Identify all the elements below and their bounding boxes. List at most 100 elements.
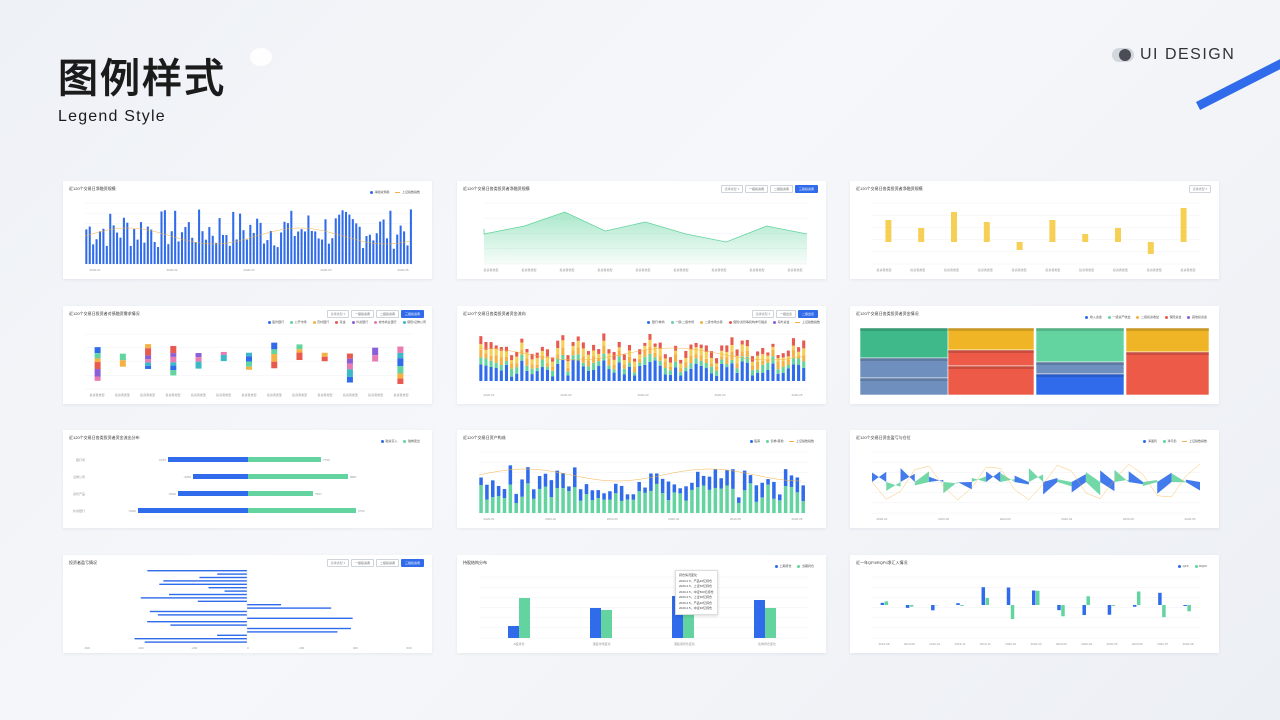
bar-segment[interactable] <box>584 494 589 513</box>
bar-segment[interactable] <box>725 364 729 368</box>
bar-segment[interactable] <box>578 489 583 501</box>
bar-segment[interactable] <box>597 357 601 362</box>
bar-segment[interactable] <box>540 367 544 381</box>
bar[interactable] <box>293 236 296 264</box>
bar-segment[interactable] <box>648 353 652 362</box>
bar-segment[interactable] <box>170 345 177 354</box>
bar-segment[interactable] <box>499 347 503 351</box>
bar-segment[interactable] <box>581 342 585 349</box>
bar-segment[interactable] <box>684 500 688 513</box>
bar-segment[interactable] <box>494 362 498 368</box>
bar-segment[interactable] <box>556 348 560 355</box>
bar-segment[interactable] <box>617 362 621 381</box>
bar-segment[interactable] <box>776 361 780 370</box>
bar-segment[interactable] <box>709 363 713 367</box>
bar[interactable] <box>379 221 382 264</box>
legend-item[interactable]: 债券/其他 <box>766 439 783 443</box>
bar-segment[interactable] <box>745 350 749 357</box>
bar[interactable] <box>1082 234 1089 242</box>
bar-segment[interactable] <box>701 485 706 513</box>
bar-segment[interactable] <box>699 360 703 366</box>
bar-segment[interactable] <box>648 334 652 340</box>
bar-segment[interactable] <box>745 362 749 381</box>
bar[interactable] <box>217 634 247 636</box>
bar-segment[interactable] <box>571 342 575 346</box>
bar[interactable] <box>1187 605 1191 612</box>
bar-segment[interactable] <box>766 355 770 360</box>
bar[interactable] <box>341 210 344 264</box>
bar-segment[interactable] <box>791 350 795 358</box>
bar[interactable] <box>157 246 160 264</box>
bar[interactable] <box>228 245 231 264</box>
bar[interactable] <box>163 210 166 264</box>
bar-segment[interactable] <box>484 358 488 366</box>
bar-segment[interactable] <box>602 499 606 513</box>
bar-segment[interactable] <box>689 344 693 350</box>
bar-segment[interactable] <box>627 350 631 357</box>
bar-segment[interactable] <box>772 498 776 513</box>
bar-segment[interactable] <box>561 355 565 360</box>
bar-segment[interactable] <box>771 343 775 347</box>
bar-segment[interactable] <box>576 347 580 355</box>
bar-segment[interactable] <box>397 346 404 353</box>
bar-segment[interactable] <box>674 354 678 362</box>
bar-segment[interactable] <box>545 349 549 357</box>
bar-segment[interactable] <box>658 360 662 366</box>
bar-segment[interactable] <box>699 348 703 356</box>
bar-segment[interactable] <box>802 348 806 356</box>
bar-segment[interactable] <box>586 354 590 361</box>
bar-segment[interactable] <box>614 493 618 513</box>
bar[interactable] <box>177 241 180 264</box>
bar-segment[interactable] <box>590 500 595 513</box>
bar[interactable] <box>358 226 361 264</box>
type-select[interactable]: 选择类型 ▾ <box>326 559 349 567</box>
bar-segment[interactable] <box>607 365 611 370</box>
bar-segment[interactable] <box>576 336 580 341</box>
bar-left[interactable] <box>178 491 248 496</box>
bar-segment[interactable] <box>740 340 744 345</box>
bar[interactable] <box>1036 590 1040 605</box>
bar-segment[interactable] <box>596 490 600 498</box>
legend-item[interactable]: 股份银行 <box>267 320 284 324</box>
bar-segment[interactable] <box>549 480 554 498</box>
bar[interactable] <box>235 239 238 264</box>
bar-segment[interactable] <box>750 361 754 366</box>
bar-segment[interactable] <box>510 376 514 381</box>
bar[interactable] <box>211 235 214 264</box>
bar-segment[interactable] <box>633 372 637 376</box>
bar-segment[interactable] <box>119 353 126 361</box>
bar-segment[interactable] <box>485 484 489 500</box>
bar-segment[interactable] <box>602 340 606 347</box>
bar-segment[interactable] <box>494 348 498 356</box>
bar-segment[interactable] <box>771 346 775 350</box>
type-select[interactable]: 选择类型 ▾ <box>1188 185 1211 193</box>
bar-segment[interactable] <box>612 369 616 373</box>
bar-segment[interactable] <box>735 349 739 356</box>
bar[interactable] <box>143 242 146 264</box>
bar-segment[interactable] <box>504 356 508 361</box>
bar-segment[interactable] <box>502 498 507 513</box>
bar[interactable] <box>1032 590 1036 605</box>
bar[interactable] <box>218 218 221 264</box>
bar-segment[interactable] <box>713 487 718 513</box>
bar-segment[interactable] <box>737 497 741 503</box>
bar-segment[interactable] <box>520 496 524 513</box>
bar-segment[interactable] <box>649 490 653 513</box>
bar[interactable] <box>129 245 132 264</box>
bar-segment[interactable] <box>748 475 753 484</box>
bar-segment[interactable] <box>638 349 642 355</box>
bar-segment[interactable] <box>145 348 152 356</box>
bar-segment[interactable] <box>484 341 488 350</box>
area-segment[interactable] <box>1014 475 1029 485</box>
bar-segment[interactable] <box>479 344 483 350</box>
bar-segment[interactable] <box>684 350 688 358</box>
bar-segment[interactable] <box>720 350 724 357</box>
bar-segment[interactable] <box>795 477 800 493</box>
bar[interactable] <box>208 587 247 589</box>
legend-item[interactable]: 一级/二级市场 <box>670 320 694 324</box>
bar-segment[interactable] <box>684 486 688 501</box>
bar-segment[interactable] <box>566 367 570 372</box>
bar-segment[interactable] <box>586 370 590 381</box>
bar-segment[interactable] <box>479 477 483 486</box>
bar-segment[interactable] <box>679 371 683 376</box>
